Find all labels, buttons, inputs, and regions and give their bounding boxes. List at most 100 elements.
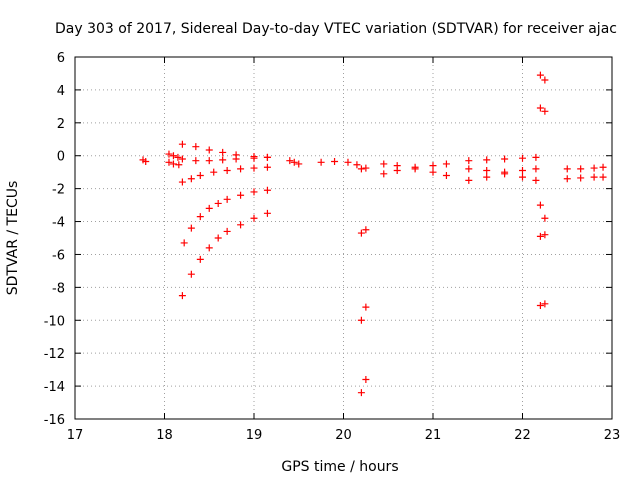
x-tick-label: 23 xyxy=(604,428,621,443)
data-point xyxy=(380,160,388,168)
data-point xyxy=(169,160,177,168)
chart-title: Day 303 of 2017, Sidereal Day-to-day VTE… xyxy=(55,21,617,37)
y-tick-label: 4 xyxy=(57,84,65,99)
series-arc-v xyxy=(536,201,549,222)
data-point xyxy=(192,157,200,165)
data-point xyxy=(362,303,370,311)
points-layer xyxy=(139,71,607,397)
series-arc-e xyxy=(178,153,271,165)
data-point xyxy=(532,165,540,173)
data-point xyxy=(599,163,607,171)
series-arc-y xyxy=(563,163,607,173)
data-point xyxy=(205,146,213,154)
y-tick-label: -14 xyxy=(44,380,65,395)
data-point xyxy=(295,160,303,168)
y-axis-label: SDTVAR / TECUs xyxy=(5,181,21,296)
data-point xyxy=(187,270,195,278)
series-arc-h xyxy=(178,209,271,300)
series-arc-z xyxy=(563,173,607,183)
data-point xyxy=(357,229,365,237)
data-point xyxy=(590,164,598,172)
y-tick-label: -6 xyxy=(52,248,65,263)
data-point xyxy=(483,167,491,175)
data-point xyxy=(519,154,526,162)
data-point xyxy=(536,232,544,240)
data-point xyxy=(536,104,544,112)
y-tick-label: 2 xyxy=(57,117,65,132)
data-point xyxy=(362,226,370,234)
data-point xyxy=(263,209,271,217)
data-point xyxy=(532,153,540,161)
series-arc-l xyxy=(357,226,370,237)
data-point xyxy=(250,164,258,172)
series-arc-w xyxy=(536,231,549,240)
series-arc-d xyxy=(178,140,271,161)
data-point xyxy=(250,188,258,196)
data-point xyxy=(223,227,231,235)
series-arc-u xyxy=(536,104,549,115)
data-point xyxy=(317,158,325,166)
data-point xyxy=(263,186,271,194)
series-arc-c xyxy=(165,158,183,169)
series-arc-m xyxy=(357,303,370,324)
series-arc-k xyxy=(357,164,370,173)
data-point xyxy=(223,167,231,175)
data-point xyxy=(192,143,200,151)
data-point xyxy=(237,221,245,229)
data-point xyxy=(196,171,204,179)
data-point xyxy=(263,153,271,161)
data-point xyxy=(501,155,509,163)
data-point xyxy=(563,175,571,183)
data-point xyxy=(483,173,491,181)
data-point xyxy=(532,176,540,184)
y-tick-label: -2 xyxy=(52,183,65,198)
data-point xyxy=(250,154,258,162)
data-point xyxy=(214,199,222,207)
data-point xyxy=(577,174,585,182)
data-point xyxy=(290,158,298,166)
data-point xyxy=(165,158,173,166)
data-point xyxy=(380,170,388,178)
x-tick-label: 21 xyxy=(425,428,442,443)
data-point xyxy=(175,161,183,169)
data-point xyxy=(178,178,186,186)
data-point xyxy=(429,162,437,170)
data-point xyxy=(519,173,526,181)
data-point xyxy=(169,152,177,160)
x-tick-label: 17 xyxy=(67,428,84,443)
data-point xyxy=(411,165,419,173)
series-arc-x xyxy=(536,300,549,309)
data-point xyxy=(563,165,571,173)
data-point xyxy=(362,376,370,384)
data-point xyxy=(210,168,218,176)
series-arc-q xyxy=(465,153,540,165)
data-point xyxy=(501,170,509,178)
series-arc-j xyxy=(317,157,361,169)
y-tick-label: 6 xyxy=(57,51,65,66)
x-tick-label: 20 xyxy=(335,428,352,443)
data-point xyxy=(465,176,473,184)
x-axis-label: GPS time / hours xyxy=(281,459,398,475)
y-tick-label: -12 xyxy=(44,347,65,362)
data-point xyxy=(187,175,195,183)
data-point xyxy=(205,244,213,252)
data-point xyxy=(590,173,598,181)
data-point xyxy=(577,165,585,173)
data-point xyxy=(599,173,607,181)
data-point xyxy=(174,153,182,161)
series-arc-t xyxy=(536,71,549,84)
series-arc-f xyxy=(178,163,271,186)
data-point xyxy=(541,76,549,84)
data-point xyxy=(536,71,544,79)
data-point xyxy=(442,160,450,168)
data-point xyxy=(223,195,231,203)
data-point xyxy=(357,165,365,173)
data-point xyxy=(331,157,339,165)
x-tick-label: 22 xyxy=(514,428,531,443)
data-point xyxy=(142,157,150,165)
data-point xyxy=(393,167,401,175)
data-point xyxy=(205,204,213,212)
data-point xyxy=(196,213,204,221)
data-point xyxy=(483,156,491,164)
data-point xyxy=(219,148,227,156)
